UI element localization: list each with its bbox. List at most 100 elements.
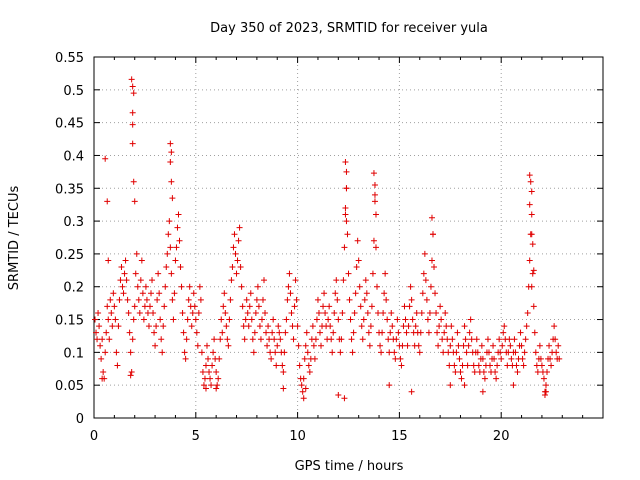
data-point: [357, 303, 364, 310]
data-point: [461, 323, 468, 330]
data-point: [111, 303, 118, 310]
data-point: [527, 178, 534, 185]
data-point: [253, 296, 260, 303]
data-point: [242, 316, 249, 323]
data-point: [356, 283, 363, 290]
data-point: [249, 336, 256, 343]
data-point: [371, 198, 378, 205]
data-point: [292, 277, 299, 284]
data-point: [466, 329, 473, 336]
data-point: [460, 342, 467, 349]
x-tick-label: 20: [493, 429, 510, 444]
data-point: [248, 316, 255, 323]
data-point: [406, 303, 413, 310]
data-point: [126, 329, 133, 336]
data-point: [491, 355, 498, 362]
data-point: [122, 257, 129, 264]
data-points: [92, 76, 563, 402]
data-point: [251, 329, 258, 336]
data-point: [533, 362, 540, 369]
data-point: [169, 195, 176, 202]
data-point: [526, 257, 533, 264]
data-point: [321, 290, 328, 297]
data-point: [192, 316, 199, 323]
data-point: [264, 342, 271, 349]
data-point: [499, 342, 506, 349]
data-point: [314, 296, 321, 303]
data-point: [400, 323, 407, 330]
data-point: [167, 244, 174, 251]
data-point: [417, 329, 424, 336]
data-point: [285, 283, 292, 290]
data-point: [512, 349, 519, 356]
data-point: [166, 218, 173, 225]
data-point: [343, 168, 350, 175]
data-point: [148, 290, 155, 297]
data-point: [118, 264, 125, 271]
data-point: [514, 369, 521, 376]
data-point: [202, 385, 209, 392]
data-point: [263, 329, 270, 336]
axis-ticks: [93, 56, 603, 419]
data-point: [284, 296, 291, 303]
data-point: [316, 329, 323, 336]
data-point: [196, 283, 203, 290]
data-point: [275, 323, 282, 330]
data-point: [412, 323, 419, 330]
data-point: [99, 375, 106, 382]
data-point: [155, 270, 162, 277]
data-point: [391, 349, 398, 356]
y-axis-label: SRMTID / TECUs: [7, 186, 22, 291]
x-axis-label: GPS time / hours: [295, 459, 404, 474]
data-point: [102, 349, 109, 356]
data-point: [127, 349, 134, 356]
data-point: [254, 283, 261, 290]
data-point: [523, 323, 530, 330]
data-point: [551, 323, 558, 330]
data-point: [389, 323, 396, 330]
data-point: [229, 264, 236, 271]
data-point: [501, 323, 508, 330]
data-point: [228, 277, 235, 284]
data-point: [131, 303, 138, 310]
data-point: [438, 316, 445, 323]
data-point: [379, 329, 386, 336]
data-point: [498, 355, 505, 362]
data-point: [272, 349, 279, 356]
data-point: [235, 237, 242, 244]
data-point: [530, 267, 537, 274]
data-point: [162, 283, 169, 290]
data-point: [427, 283, 434, 290]
data-point: [521, 349, 528, 356]
data-point: [547, 355, 554, 362]
data-point: [382, 270, 389, 277]
data-point: [94, 336, 101, 343]
data-point: [320, 303, 327, 310]
data-point: [325, 316, 332, 323]
data-point: [306, 369, 313, 376]
data-point: [298, 382, 305, 389]
data-point: [116, 296, 123, 303]
data-point: [354, 237, 361, 244]
data-point: [490, 342, 497, 349]
data-point: [129, 121, 136, 128]
data-point: [507, 342, 514, 349]
data-point: [213, 369, 220, 376]
data-point: [341, 395, 348, 402]
data-point: [532, 349, 539, 356]
data-point: [370, 237, 377, 244]
plot-frame: [93, 56, 604, 419]
data-point: [347, 316, 354, 323]
data-point: [247, 290, 254, 297]
data-point: [258, 316, 265, 323]
data-point: [420, 270, 427, 277]
data-point: [102, 155, 109, 162]
data-point: [207, 375, 214, 382]
data-point: [434, 329, 441, 336]
y-tick-labels: 0 0.05 0.1 0.15 0.2 0.25 0.3 0.35 0.4 0.45 0.5 0.55: [55, 51, 84, 427]
data-point: [226, 316, 233, 323]
data-point: [415, 342, 422, 349]
data-point: [259, 296, 266, 303]
data-point: [141, 303, 148, 310]
data-point: [553, 349, 560, 356]
